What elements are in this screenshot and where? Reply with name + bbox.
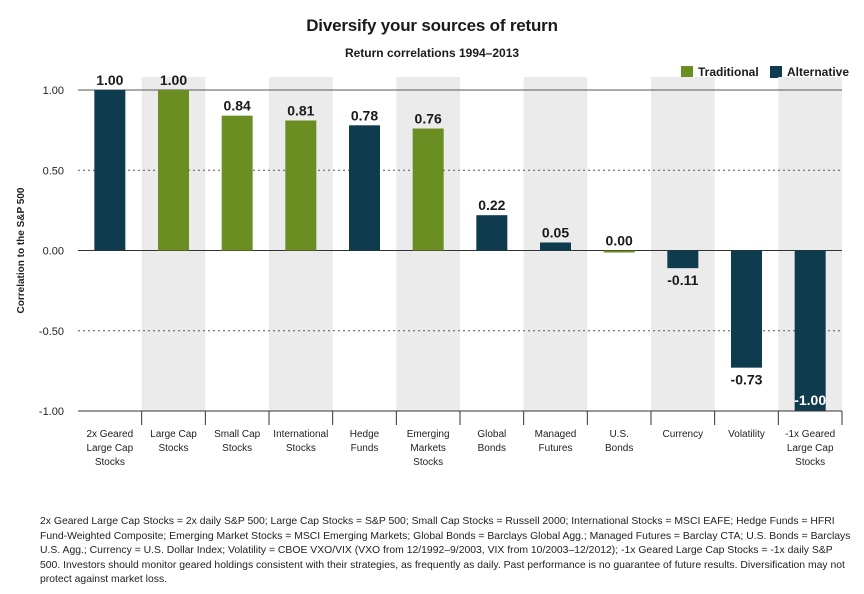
x-tick-label: Large Cap [150, 429, 197, 440]
data-label: 0.22 [478, 197, 505, 213]
x-tick-label: Large Cap [86, 443, 133, 454]
legend-label-traditional: Traditional [698, 65, 759, 79]
x-tick-label: Bonds [478, 443, 506, 454]
bar [158, 90, 189, 251]
y-tick-label: -0.50 [39, 326, 64, 338]
bar [285, 120, 317, 251]
column-shading [651, 77, 715, 411]
bar [221, 115, 253, 251]
bar [94, 90, 126, 251]
bar [349, 125, 380, 251]
chart-title: Diversify your sources of return [306, 16, 558, 35]
y-tick-label: 0.50 [43, 165, 64, 177]
x-tick-label: Global [477, 429, 506, 440]
x-tick-label: Stocks [222, 443, 252, 454]
chart-subtitle: Return correlations 1994–2013 [344, 46, 520, 60]
bar [794, 250, 826, 411]
x-tick-label: Funds [351, 443, 379, 454]
x-tick-label: Currency [663, 429, 704, 440]
x-tick-label: Stocks [413, 457, 443, 468]
x-tick-label: Hedge [350, 429, 380, 440]
y-tick-label: -1.00 [39, 406, 64, 418]
bar [540, 242, 571, 251]
x-tick-label: 2x Geared [86, 429, 133, 440]
data-label: 0.78 [351, 107, 378, 123]
x-tick-label: International [273, 429, 328, 440]
x-tick-label: Stocks [795, 457, 825, 468]
x-tick-label: Markets [410, 443, 446, 454]
y-axis-label: Correlation to the S&P 500 [16, 187, 27, 313]
data-label: 1.00 [160, 72, 187, 88]
x-tick-label: Emerging [407, 429, 450, 440]
data-label: -0.73 [731, 372, 763, 388]
legend-swatch-alternative [770, 66, 782, 78]
legend-item-alternative: Alternative [770, 65, 849, 79]
x-tick-label: Futures [539, 443, 573, 454]
bar [731, 250, 762, 368]
data-label: 0.84 [224, 98, 251, 114]
data-label: 0.00 [606, 233, 633, 249]
bar [667, 250, 699, 269]
data-label: -0.11 [667, 272, 698, 288]
data-label: -1.00 [794, 392, 826, 408]
x-tick-label: Stocks [286, 443, 316, 454]
x-tick-label: Large Cap [787, 443, 834, 454]
x-tick-label: Bonds [605, 443, 633, 454]
data-label: 0.76 [415, 111, 442, 127]
data-label: 1.00 [96, 72, 123, 88]
x-tick-label: Volatility [728, 429, 765, 440]
bar-chart: 1.00 0.50 0.00 -0.50 -1.00 Correlation to the… [16, 72, 843, 468]
x-tick-label: Small Cap [214, 429, 261, 440]
bar [412, 128, 444, 251]
x-tick-label: -1x Geared [785, 429, 835, 440]
footnote: 2x Geared Large Cap Stocks = 2x daily S&… [40, 516, 851, 585]
x-tick-label: U.S. [609, 429, 628, 440]
legend-item-traditional: Traditional [681, 65, 759, 79]
y-tick-label: 0.00 [43, 246, 64, 258]
x-tick-label: Managed [535, 429, 577, 440]
y-tick-label: 1.00 [43, 85, 64, 97]
bar [603, 250, 635, 253]
bar [476, 215, 508, 251]
legend-label-alternative: Alternative [787, 65, 850, 79]
legend-swatch-traditional [681, 66, 693, 78]
x-tick-label: Stocks [158, 443, 188, 454]
data-label: 0.81 [287, 102, 314, 118]
data-label: 0.05 [542, 224, 569, 240]
x-tick-label: Stocks [95, 457, 125, 468]
